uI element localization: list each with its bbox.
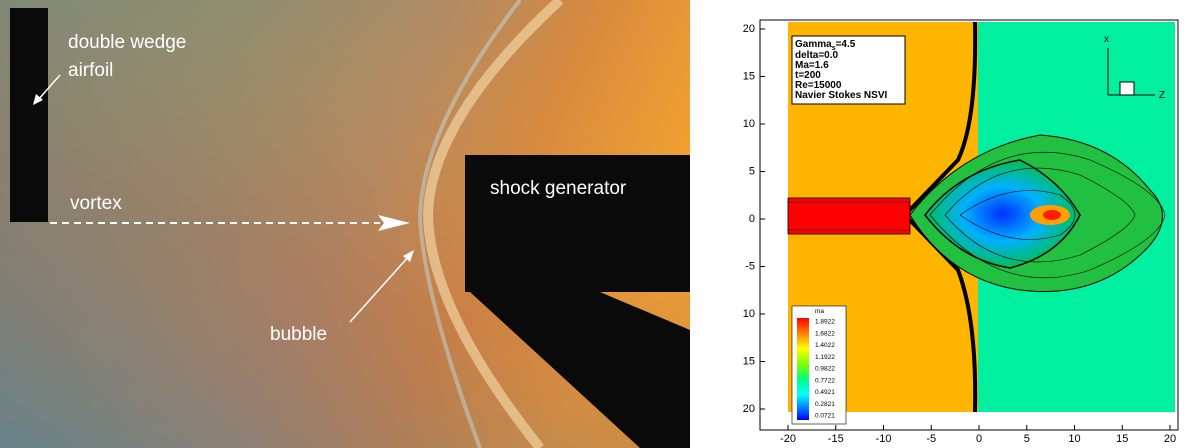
contour-plot: Gammas=4.5 delta=0.0Ma=1.6t=200Re=15000N… xyxy=(743,20,1178,445)
colorbar-label: 1.1922 xyxy=(815,354,835,361)
photo-label: shock generator xyxy=(490,178,627,199)
x-tick-label: 15 xyxy=(1116,433,1128,445)
hot-spot xyxy=(1043,210,1061,220)
photo: double wedge airfoil vortex shock genera… xyxy=(0,0,690,448)
colorbar-label: 0.4921 xyxy=(815,389,835,396)
info-text: Navier Stokes NSVI xyxy=(795,90,887,101)
y-tick-label: 15 xyxy=(743,70,755,82)
photo-label: vortex xyxy=(70,193,122,214)
colorbar-label: 1.8922 xyxy=(815,319,835,326)
colorbar-label: 0.9822 xyxy=(815,366,835,373)
x-tick-label: 20 xyxy=(1164,433,1176,445)
colorbar-label: 1.6822 xyxy=(815,330,835,337)
colorbar-label: 0.0721 xyxy=(815,413,835,420)
x-tick-label: 0 xyxy=(976,433,982,445)
page: {"photo": {"labels": ["double wedge", "a… xyxy=(0,0,1186,448)
x-tick-label: -10 xyxy=(876,433,892,445)
y-tick-label: 15 xyxy=(743,355,755,367)
x-tick-label: -15 xyxy=(828,433,844,445)
figure: double wedge airfoil vortex shock genera… xyxy=(0,0,1186,448)
colorbar xyxy=(797,318,809,420)
airfoil xyxy=(10,8,48,222)
colorbar-label: 1.4022 xyxy=(815,342,835,349)
y-tick-label: 5 xyxy=(749,165,755,177)
x-tick-label: 5 xyxy=(1024,433,1030,445)
glyph-label: x xyxy=(1104,34,1109,45)
y-tick-label: -5 xyxy=(745,260,755,272)
y-tick-label: 10 xyxy=(743,118,755,130)
x-tick-label: -20 xyxy=(780,433,796,445)
colorbar-label: 0.2821 xyxy=(815,401,835,408)
colorbar-title: ma xyxy=(815,308,824,315)
y-tick-label: 20 xyxy=(743,23,755,35)
y-tick-label: 10 xyxy=(743,308,755,320)
x-tick-label: 10 xyxy=(1068,433,1080,445)
y-tick-label: 0 xyxy=(749,213,755,225)
glyph-label: Z xyxy=(1159,90,1165,101)
colorbar-label: 0.7722 xyxy=(815,377,835,384)
glyph-box xyxy=(1120,82,1134,95)
x-tick-label: -5 xyxy=(926,433,936,445)
info-text: Gamma xyxy=(795,39,832,50)
vortex-jet xyxy=(788,198,910,234)
photo-label: airfoil xyxy=(68,60,113,81)
info-text: =4.5 xyxy=(836,39,856,50)
colorbar-labels: 1.8922 1.6822 1.4022 1.1922 0.9822 0.7722 0.49… xyxy=(815,319,835,420)
photo-label: double wedge xyxy=(68,32,186,53)
y-tick-label: 20 xyxy=(743,403,755,415)
photo-label: bubble xyxy=(270,324,327,345)
